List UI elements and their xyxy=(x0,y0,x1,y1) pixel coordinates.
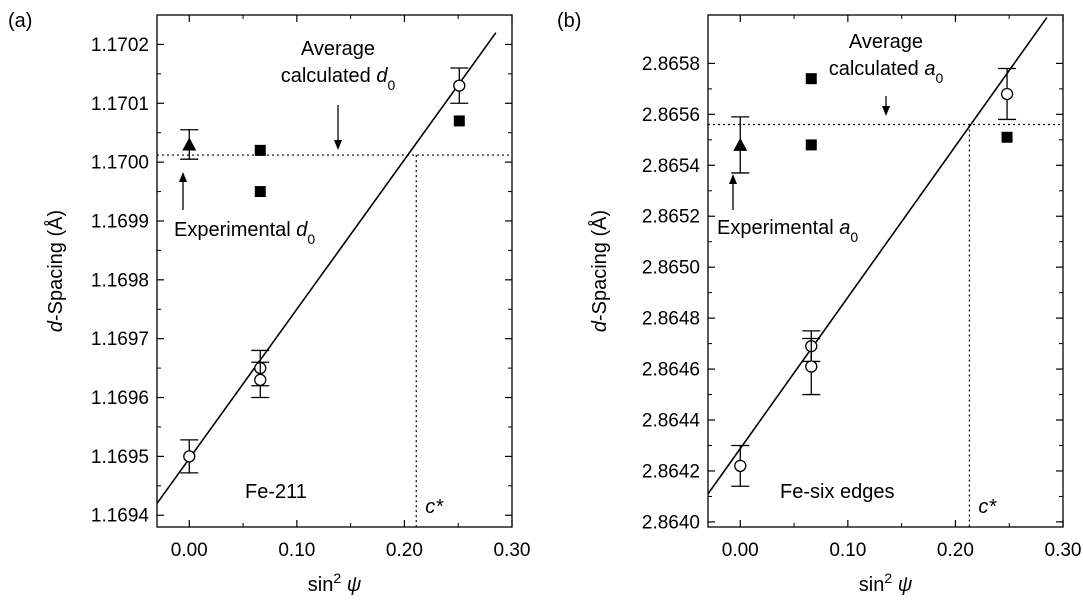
y-tick-label: 2.8646 xyxy=(642,360,700,381)
fit-line xyxy=(708,17,1048,495)
data-point-triangle xyxy=(733,137,748,151)
y-axis-title: d-Spacing (Å) xyxy=(588,210,611,332)
plot-frame xyxy=(156,14,513,528)
panel-label: (a) xyxy=(8,10,32,32)
y-tick-label: 2.8658 xyxy=(642,54,700,75)
fit-line xyxy=(157,32,497,504)
y-tick-label: 2.8648 xyxy=(642,309,700,330)
data-point-circle xyxy=(453,79,466,92)
x-tick-label: 0.30 xyxy=(494,540,531,561)
x-tick-label: 0.00 xyxy=(722,540,759,561)
y-axis-title: d-Spacing (Å) xyxy=(44,210,67,332)
y-tick-label: 2.8644 xyxy=(642,411,701,432)
sample-label: Fe-six edges xyxy=(780,481,895,503)
y-tick-label: 2.8640 xyxy=(642,512,700,533)
y-tick-label: 1.1700 xyxy=(91,153,149,174)
y-tick-label: 2.8654 xyxy=(642,156,701,177)
data-point-circle xyxy=(183,450,196,463)
x-axis-title: sin2 ψ xyxy=(859,570,913,596)
data-point-square xyxy=(254,186,266,198)
data-point-square xyxy=(805,139,817,151)
x-tick-label: 0.30 xyxy=(1045,540,1082,561)
y-tick-label: 1.1699 xyxy=(91,211,149,232)
c-star-label: c* xyxy=(425,496,444,518)
y-tick-label: 1.1694 xyxy=(91,506,150,527)
plot-frame xyxy=(707,14,1064,528)
data-point-square xyxy=(254,144,266,156)
panel-label: (b) xyxy=(557,10,581,32)
calc-arrow-head xyxy=(882,106,890,116)
y-tick-label: 1.1701 xyxy=(91,94,149,115)
x-tick-label: 0.00 xyxy=(171,540,208,561)
chart-panel-b: (b) 2.8640 2.8642 2.8644 2.8646 2.8648 2.8650 2… xyxy=(557,10,1081,596)
x-tick-label: 0.20 xyxy=(386,540,423,561)
calculated-label: calculated a0 xyxy=(829,58,944,86)
x-tick-label: 0.10 xyxy=(829,540,866,561)
data-point-circle xyxy=(805,360,818,373)
plot-area xyxy=(157,32,512,527)
data-point-circle xyxy=(254,373,267,387)
x-tick-label: 0.10 xyxy=(278,540,315,561)
y-tick-label: 1.1697 xyxy=(91,329,149,350)
experimental-label: Experimental d0 xyxy=(174,219,315,247)
data-point-square xyxy=(1001,131,1013,143)
data-point-triangle xyxy=(182,137,197,151)
y-tick-label: 2.8642 xyxy=(642,461,700,482)
data-point-square xyxy=(453,115,465,127)
average-label: Average xyxy=(301,38,375,60)
y-tick-label: 1.1698 xyxy=(91,270,149,291)
calc-arrow-head xyxy=(334,140,342,150)
data-point-square xyxy=(805,73,817,85)
sample-label: Fe-211 xyxy=(245,481,307,503)
data-point-circle xyxy=(734,459,747,473)
y-tick-label: 2.8652 xyxy=(642,207,700,228)
plot-area xyxy=(708,17,1063,527)
x-axis-title: sin2 ψ xyxy=(308,570,362,596)
experimental-label: Experimental a0 xyxy=(717,217,858,245)
average-label: Average xyxy=(849,31,923,53)
data-point-circle xyxy=(1000,87,1014,101)
exp-arrow-head xyxy=(179,172,187,182)
calculated-label: calculated d0 xyxy=(281,65,396,93)
y-tick-label: 2.8656 xyxy=(642,105,700,126)
y-tick-label: 2.8650 xyxy=(642,258,700,279)
y-tick-label: 1.1695 xyxy=(91,447,149,468)
exp-arrow-head xyxy=(729,174,737,184)
c-star-label: c* xyxy=(978,496,997,518)
y-tick-label: 1.1702 xyxy=(91,35,149,56)
y-tick-label: 1.1696 xyxy=(91,388,149,409)
x-tick-label: 0.20 xyxy=(937,540,974,561)
chart-panel-a: (a) 1.1694 1.1695 1.1696 1.1697 1.1698 1.1699 1… xyxy=(8,10,530,596)
